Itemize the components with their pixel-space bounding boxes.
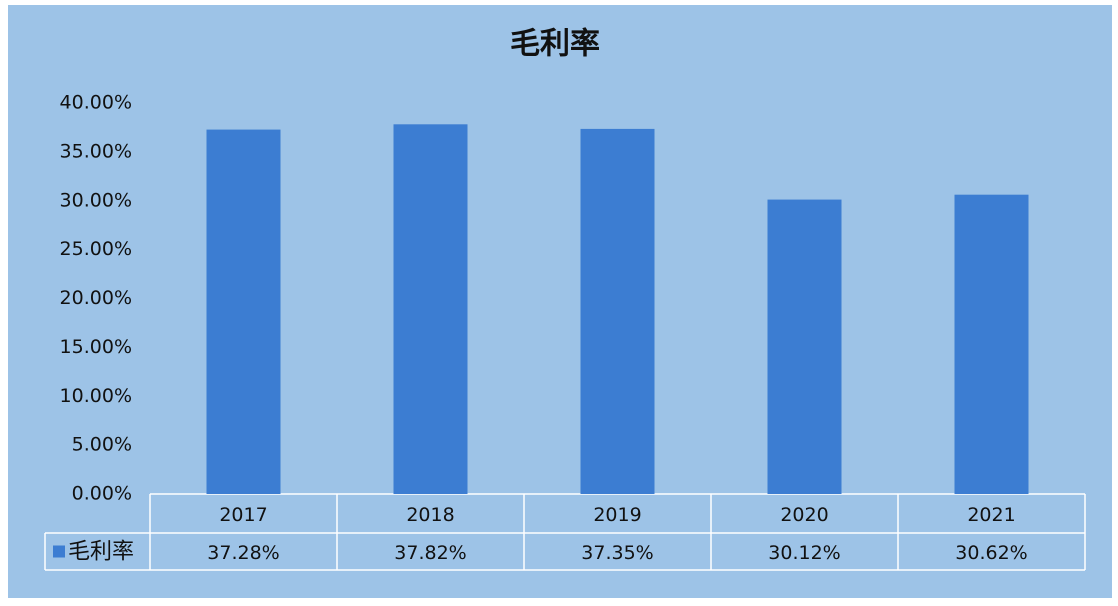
x-tick-label: 2019 (593, 504, 641, 526)
y-tick-label: 5.00% (72, 434, 132, 456)
x-tick-label: 2020 (780, 504, 828, 526)
table-value: 37.35% (581, 542, 653, 564)
y-tick-label: 15.00% (60, 336, 132, 358)
table-value: 37.28% (207, 542, 279, 564)
y-tick-label: 20.00% (60, 287, 132, 309)
legend-label: 毛利率 (68, 540, 134, 565)
x-tick-label: 2017 (219, 504, 267, 526)
table-value: 30.62% (955, 542, 1027, 564)
bar (580, 128, 655, 494)
y-tick-label: 40.00% (60, 92, 132, 114)
legend-swatch (53, 545, 65, 558)
bar (393, 124, 468, 494)
chart-background (8, 5, 1112, 598)
y-tick-label: 10.00% (60, 385, 132, 407)
y-tick-label: 0.00% (72, 483, 132, 505)
bar (206, 129, 281, 494)
x-tick-label: 2018 (406, 504, 454, 526)
y-tick-label: 30.00% (60, 189, 132, 211)
bar (954, 194, 1029, 494)
table-value: 30.12% (768, 542, 840, 564)
y-tick-label: 35.00% (60, 140, 132, 162)
table-value: 37.82% (394, 542, 466, 564)
y-tick-label: 25.00% (60, 238, 132, 260)
x-tick-label: 2021 (967, 504, 1015, 526)
chart-title: 毛利率 (510, 27, 600, 62)
bar (767, 199, 842, 494)
